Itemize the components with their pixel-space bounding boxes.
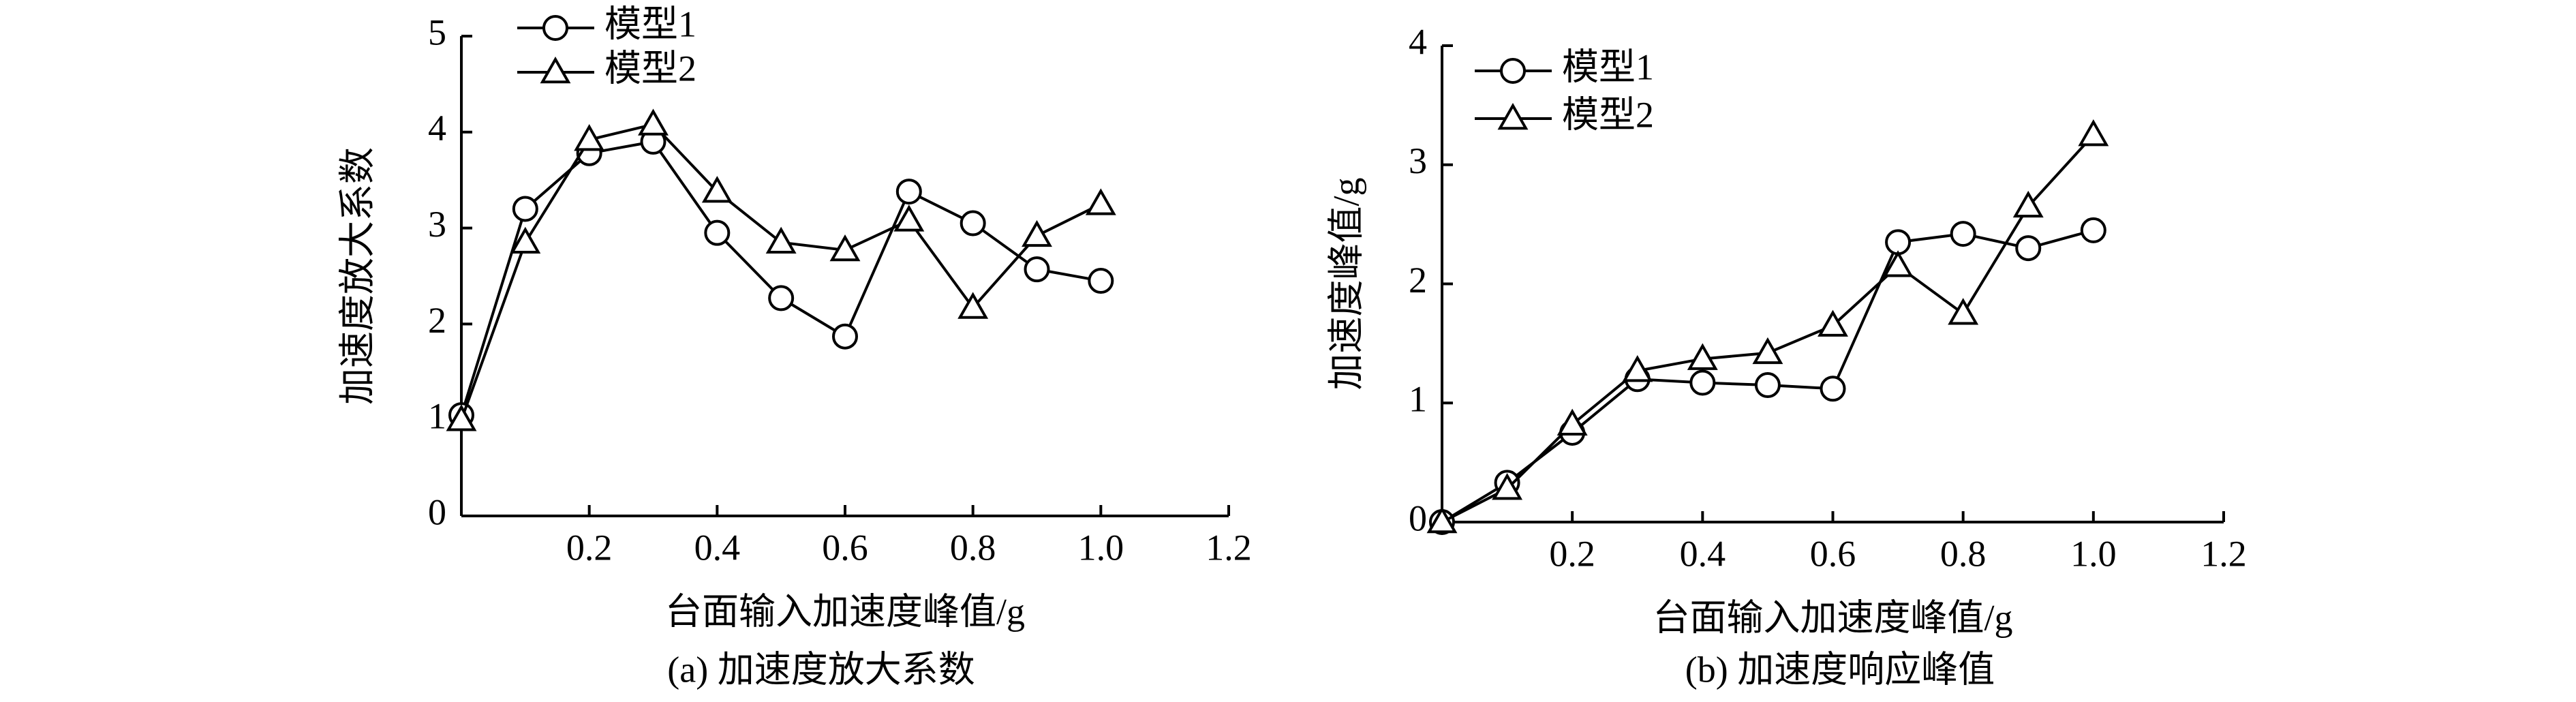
- x-tick-label: 1.0: [2070, 533, 2117, 574]
- x-tick-label: 1.2: [2201, 533, 2247, 574]
- data-point: [1687, 343, 1718, 370]
- y-axis-label: 加速度放大系数: [337, 147, 378, 405]
- data-point: [2078, 119, 2109, 147]
- data-point: [768, 285, 795, 311]
- y-tick-label: 1: [1409, 379, 1427, 420]
- y-tick-label: 0: [1409, 498, 1427, 538]
- data-point: [1426, 506, 1458, 534]
- data-point: [829, 234, 861, 262]
- data-point: [1022, 219, 1052, 247]
- y-tick-label: 3: [1409, 140, 1427, 181]
- data-point: [1754, 372, 1781, 399]
- data-point: [957, 292, 989, 319]
- x-tick-label: 1.2: [1206, 527, 1252, 568]
- legend-label: 模型1: [604, 3, 696, 44]
- data-point: [704, 219, 731, 246]
- x-tick-label: 0.8: [1940, 533, 1987, 574]
- y-tick-label: 0: [428, 491, 446, 532]
- y-tick-label: 2: [428, 300, 446, 341]
- x-axis-label: 台面输入加速度峰值/g: [665, 591, 1025, 632]
- data-point: [765, 226, 797, 254]
- y-axis-label: 加速度峰值/g: [1325, 177, 1366, 390]
- data-point: [960, 210, 986, 236]
- data-point: [1882, 250, 1914, 277]
- data-point: [1689, 369, 1716, 396]
- x-tick-label: 0.2: [1549, 533, 1595, 574]
- series-line: [460, 140, 1101, 416]
- caption: (b) 加速度响应峰值: [1685, 649, 1995, 690]
- x-tick-label: 0.6: [822, 527, 868, 568]
- x-tick-label: 0.2: [566, 527, 613, 568]
- y-tick-label: 4: [1409, 21, 1427, 62]
- legend-marker: [1500, 58, 1526, 84]
- data-point: [1024, 256, 1050, 283]
- y-tick-label: 2: [1409, 260, 1427, 301]
- data-point: [1820, 376, 1846, 402]
- y-tick-label: 1: [428, 396, 446, 437]
- data-point: [1818, 309, 1848, 337]
- caption: (a) 加速度放大系数: [667, 649, 975, 690]
- data-point: [701, 176, 733, 203]
- data-point: [512, 196, 538, 222]
- data-point: [446, 404, 477, 431]
- data-point: [574, 124, 605, 151]
- data-point: [895, 179, 922, 205]
- data-point: [1752, 337, 1783, 365]
- legend-marker: [542, 15, 568, 41]
- series-line: [460, 123, 1102, 421]
- y-tick-label: 4: [428, 108, 446, 149]
- legend-marker: [1497, 102, 1529, 130]
- data-point: [1088, 268, 1114, 294]
- data-point: [1492, 473, 1523, 500]
- x-tick-label: 0.6: [1810, 533, 1856, 574]
- legend-label: 模型2: [604, 48, 696, 89]
- data-point: [638, 108, 669, 136]
- x-tick-label: 1.0: [1078, 527, 1124, 568]
- data-point: [1950, 221, 1976, 247]
- legend-label: 模型2: [1562, 94, 1654, 135]
- data-point: [1557, 408, 1588, 436]
- data-point: [893, 204, 925, 232]
- data-point: [832, 323, 858, 350]
- x-tick-label: 0.8: [950, 527, 996, 568]
- x-tick-label: 0.4: [1680, 533, 1726, 574]
- data-point: [1622, 355, 1653, 382]
- x-axis-label: 台面输入加速度峰值/g: [1653, 597, 2012, 638]
- legend-label: 模型1: [1562, 46, 1654, 87]
- y-tick-label: 5: [428, 12, 446, 52]
- x-tick-label: 0.4: [694, 527, 741, 568]
- data-point: [2012, 190, 2044, 218]
- data-point: [1885, 229, 1912, 256]
- data-point: [510, 226, 541, 254]
- y-tick-label: 3: [428, 204, 446, 245]
- data-point: [2080, 217, 2106, 243]
- legend-marker: [540, 56, 571, 84]
- series-line: [1441, 134, 2095, 523]
- data-point: [1085, 188, 1116, 215]
- data-point: [2015, 235, 2042, 262]
- data-point: [1948, 298, 1979, 325]
